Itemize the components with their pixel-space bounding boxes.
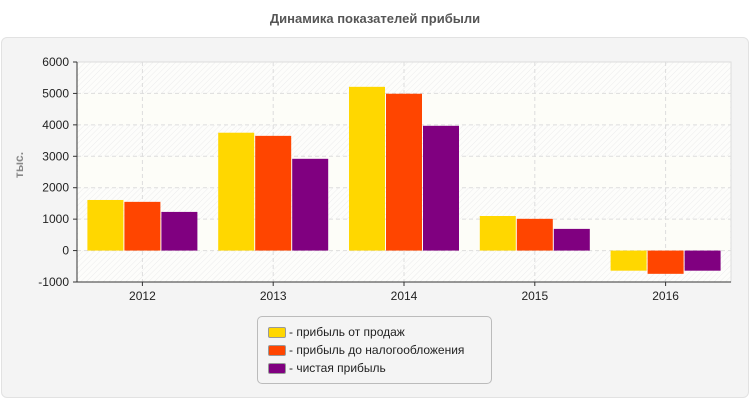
y-tick-label: 5000	[42, 86, 69, 100]
bar-2013	[255, 135, 292, 251]
legend-item: - прибыль до налогообложения	[268, 342, 464, 358]
x-tick-label: 2014	[391, 289, 418, 303]
bar-2015	[553, 228, 590, 251]
bar-2014	[386, 93, 422, 251]
bar-2013	[292, 158, 329, 251]
bar-2012	[161, 211, 198, 251]
y-axis-label: тыс.	[12, 152, 26, 178]
legend-item: - прибыль от продаж	[268, 324, 405, 340]
y-tick-label: 2000	[42, 181, 69, 195]
y-tick-label: -1000	[38, 275, 69, 289]
legend-item: - чистая прибыль	[268, 360, 386, 376]
bar-2015	[516, 218, 553, 251]
legend-swatch-icon	[268, 344, 286, 356]
legend-swatch-icon	[268, 326, 286, 338]
bar-2015	[479, 216, 516, 251]
x-tick-label: 2012	[129, 289, 156, 303]
chart-title: Динамика показателей прибыли	[269, 11, 481, 26]
y-tick-label: 3000	[42, 149, 69, 163]
y-tick-label: 4000	[42, 118, 69, 132]
bar-2014	[349, 86, 385, 251]
bar-2014	[423, 125, 459, 251]
legend-label: - прибыль до налогообложения	[289, 343, 465, 357]
y-tick-label: 6000	[42, 55, 69, 69]
x-tick-label: 2016	[652, 289, 679, 303]
y-tick-label: 0	[62, 244, 69, 258]
bar-2012	[87, 199, 124, 251]
bar-2012	[124, 201, 161, 251]
bar-2016	[647, 250, 684, 274]
x-tick-label: 2013	[260, 289, 287, 303]
y-tick-label: 1000	[42, 212, 69, 226]
bar-2013	[218, 132, 255, 251]
legend-label: - прибыль от продаж	[289, 325, 405, 339]
legend-label: - чистая прибыль	[289, 361, 386, 375]
legend-swatch-icon	[268, 362, 286, 374]
bar-2016	[684, 250, 721, 271]
x-tick-label: 2015	[521, 289, 548, 303]
bar-2016	[610, 250, 647, 271]
legend: - прибыль от продаж - прибыль до налогоо…	[257, 316, 492, 384]
